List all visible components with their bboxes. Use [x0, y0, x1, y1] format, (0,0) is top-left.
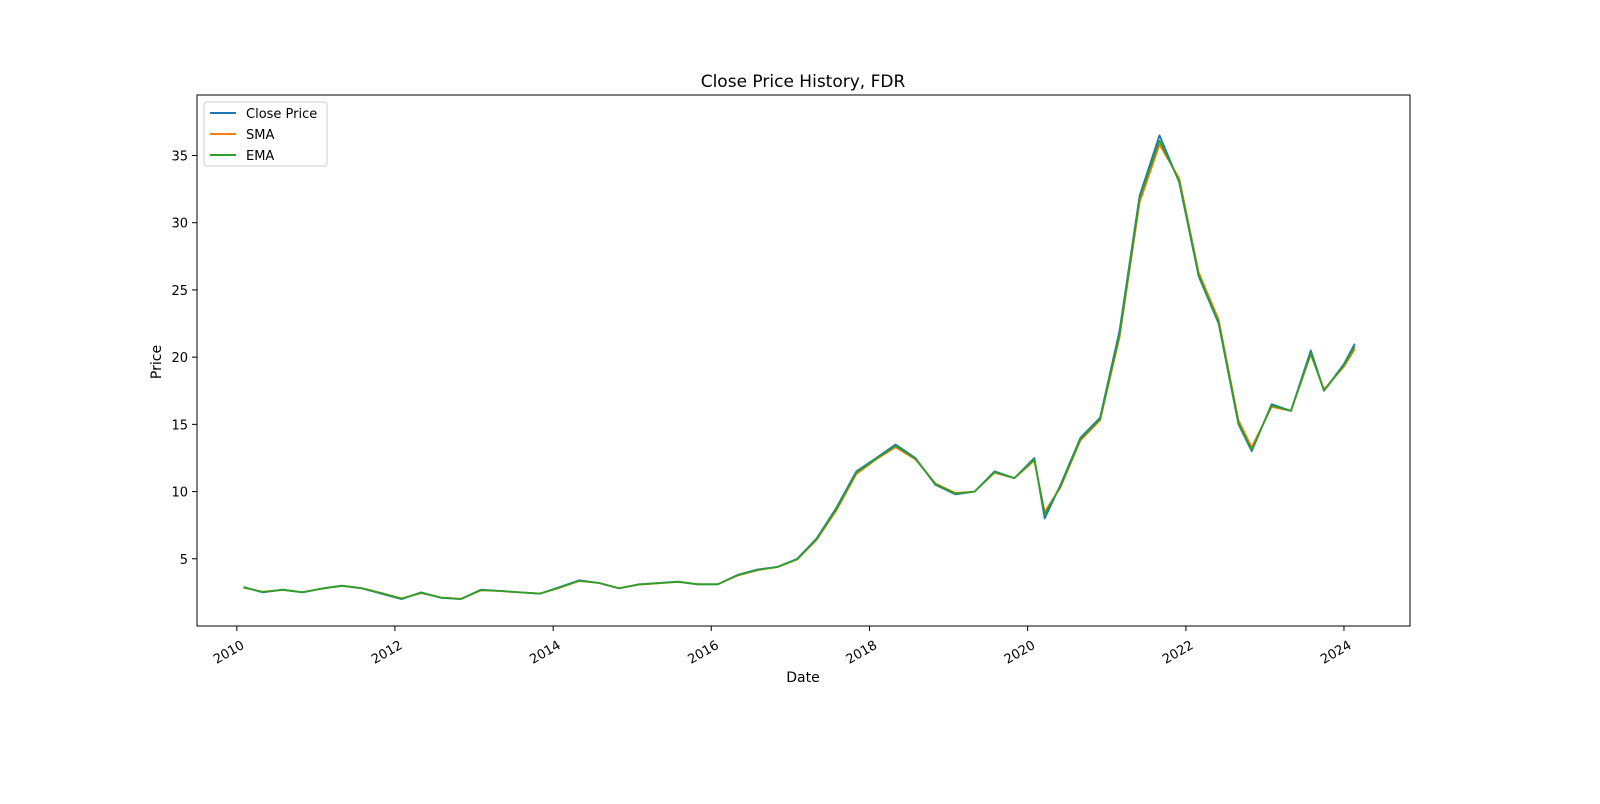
x-tick-label: 2022: [1160, 638, 1196, 668]
legend-label: SMA: [246, 128, 274, 143]
series-layer: [243, 134, 1356, 600]
x-tick-label: 2010: [211, 638, 247, 668]
y-tick-label: 5: [180, 553, 188, 568]
y-axis-label: Price: [149, 345, 165, 379]
y-tick-label: 15: [171, 418, 188, 433]
y-tick-label: 25: [171, 284, 188, 299]
x-tick-label: 2014: [527, 638, 563, 668]
y-axis: 5 10 15 20 25 30 35: [171, 149, 197, 568]
x-tick-label: 2020: [1002, 638, 1038, 668]
series-line-close-price: [243, 134, 1356, 600]
legend: Close Price SMA EMA: [203, 101, 328, 167]
y-tick-label: 30: [171, 217, 188, 232]
x-tick-label: 2024: [1318, 638, 1354, 668]
y-tick-label: 20: [171, 351, 188, 366]
series-line-sma: [243, 143, 1356, 600]
chart-title: Close Price History, FDR: [701, 72, 906, 92]
y-tick-label: 10: [171, 486, 188, 501]
plot-frame: [196, 94, 1411, 627]
x-tick-label: 2016: [685, 638, 721, 668]
series-line-ema: [243, 139, 1356, 600]
legend-label: Close Price: [246, 107, 317, 122]
x-tick-label: 2018: [844, 638, 880, 668]
y-tick-label: 35: [171, 149, 188, 164]
legend-box: [203, 101, 328, 167]
x-axis: 2010 2012 2014 2016 2018 2020 2022 2024: [211, 626, 1354, 668]
x-axis-label: Date: [786, 670, 819, 686]
x-tick-label: 2012: [369, 638, 405, 668]
legend-label: EMA: [246, 149, 274, 164]
